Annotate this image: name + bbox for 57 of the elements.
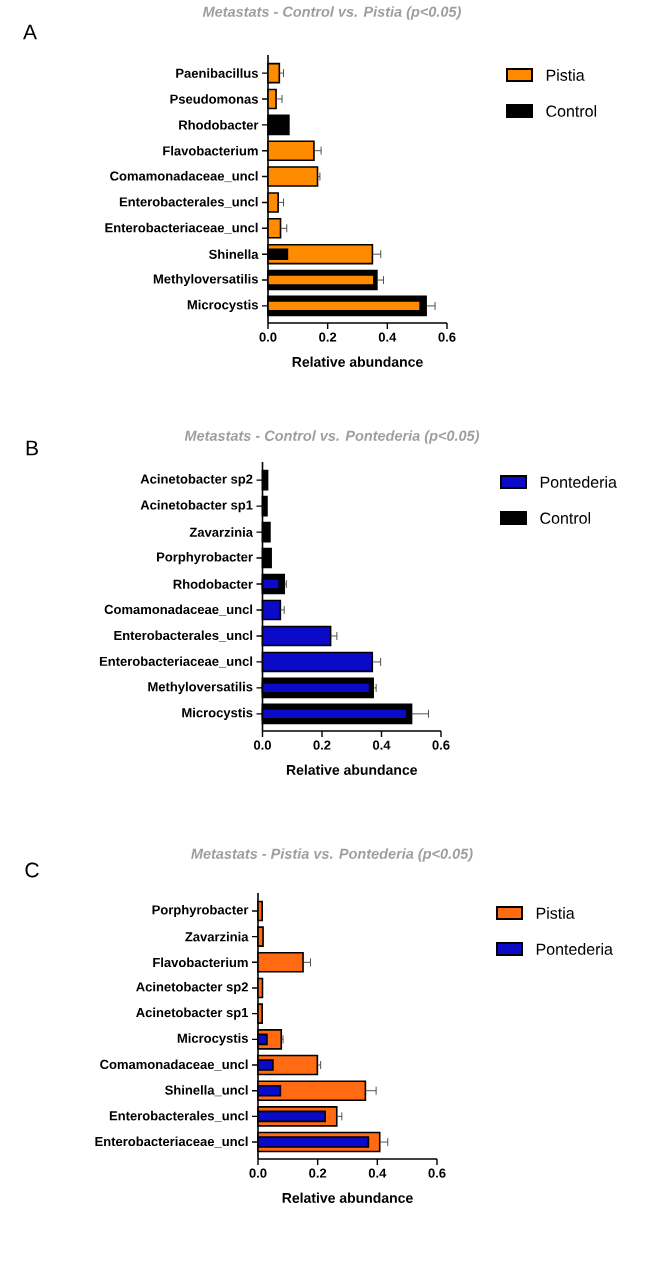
chart-title: Metastats - Control vs. Pontederia (p<0.05) (184, 430, 480, 444)
y-tick-label: Acinetobacter sp1 (140, 500, 253, 513)
y-tick-label: Microcystis (187, 299, 258, 312)
y-tick-label: Acinetobacter sp2 (136, 981, 248, 995)
legend-label: Pistia (536, 907, 575, 919)
x-axis-title: Relative abundance (282, 1192, 413, 1203)
x-axis-title: Relative abundance (286, 764, 417, 775)
chart-title: Metastats - Control vs. Pistia (p<0.05) (202, 6, 461, 20)
text: B (26, 440, 38, 456)
y-tick-label: Microcystis (182, 707, 253, 720)
legend-label: Control (540, 512, 591, 524)
legend-label: Control (546, 105, 597, 117)
y-tick-label: Pseudomonas (170, 94, 258, 104)
y-tick-label: Flavobacterium (153, 957, 248, 968)
y-tick-label: Comamonadaceae_uncl (104, 604, 253, 616)
y-tick-label: Shinella_uncl (165, 1085, 248, 1097)
y-tick-label: Enterobacteriaceae_uncl (99, 656, 253, 668)
y-tick-label: Flavobacterium (163, 145, 258, 156)
x-tick-label: 0.4 (368, 1168, 387, 1178)
x-tick-label: 0.2 (309, 1168, 327, 1178)
text: C (25, 862, 39, 878)
y-tick-label: Microcystis (177, 1033, 248, 1046)
x-tick-label: 0.4 (372, 740, 391, 750)
y-tick-label: Enterobacteriaceae_uncl (105, 222, 258, 234)
y-tick-label: Enterobacterales_uncl (119, 196, 258, 208)
x-tick-label: 0.0 (249, 1168, 267, 1178)
y-tick-label: Enterobacteriaceae_uncl (95, 1136, 248, 1148)
y-tick-label: Methyloversatilis (153, 273, 258, 287)
legend-label: Pistia (546, 69, 585, 81)
legend-label: Pontederia (536, 943, 613, 955)
y-tick-label: Comamonadaceae_uncl (110, 171, 258, 183)
x-tick-label: 0.4 (378, 332, 397, 342)
x-tick-label: 0.6 (432, 740, 450, 750)
y-tick-label: Acinetobacter sp2 (140, 474, 253, 487)
legend-label: Pontederia (540, 476, 617, 488)
x-tick-label: 0.6 (438, 332, 456, 342)
y-tick-label: Porphyrobacter (157, 552, 253, 565)
x-tick-label: 0.2 (313, 740, 331, 750)
chart-title: Metastats - Pistia vs. Pontederia (p<0.05) (191, 848, 473, 862)
y-tick-label: Rhodobacter (173, 579, 253, 589)
x-tick-label: 0.0 (259, 332, 277, 342)
y-tick-label: Enterobacterales_uncl (109, 1110, 248, 1122)
y-tick-label: Porphyrobacter (152, 904, 249, 918)
y-tick-label: Comamonadaceae_uncl (100, 1059, 248, 1071)
x-tick-label: 0.6 (428, 1168, 446, 1178)
text: A (23, 24, 37, 40)
y-tick-label: Zavarzinia (185, 931, 249, 942)
y-tick-label: Acinetobacter sp1 (136, 1007, 249, 1020)
y-tick-label: Methyloversatilis (148, 681, 253, 694)
x-tick-label: 0.0 (253, 740, 271, 750)
x-tick-label: 0.2 (319, 332, 337, 342)
y-tick-label: Zavarzinia (189, 527, 254, 537)
y-tick-label: Enterobacterales_uncl (114, 630, 253, 642)
x-axis-title: Relative abundance (292, 356, 423, 367)
y-tick-label: Paenibacillus (176, 68, 258, 78)
y-tick-label: Shinella (209, 249, 259, 259)
y-tick-label: Rhodobacter (179, 120, 259, 130)
